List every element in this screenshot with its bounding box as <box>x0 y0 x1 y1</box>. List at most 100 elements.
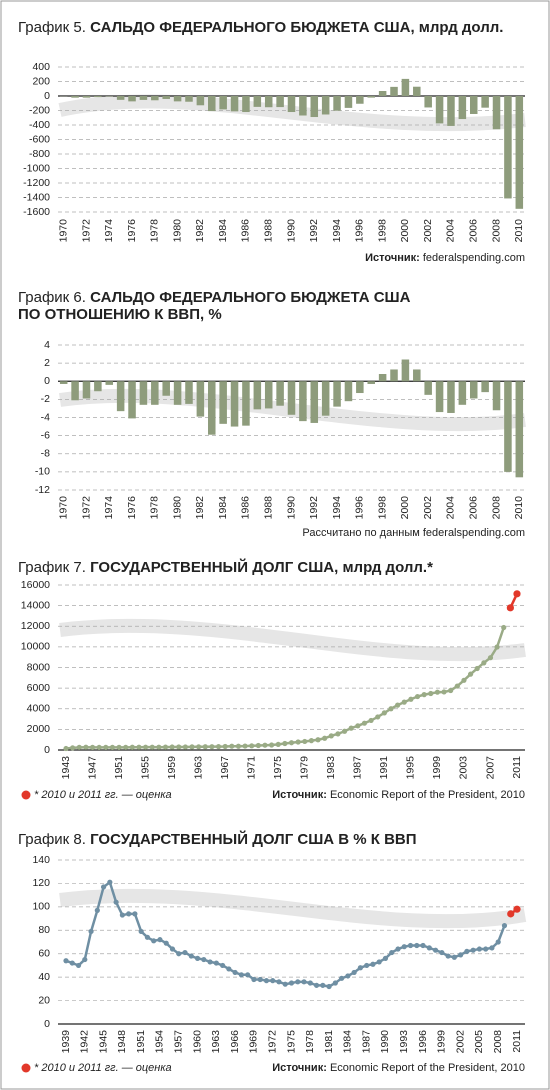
x-tick-label: 1966 <box>229 1030 241 1054</box>
bar <box>128 96 136 102</box>
data-point <box>162 744 169 750</box>
x-tick-label: 2000 <box>399 496 411 520</box>
x-tick-label: 1978 <box>149 496 161 520</box>
source: Рассчитано по данным federalspending.com <box>302 527 525 539</box>
x-tick-label: 2002 <box>422 219 434 243</box>
y-tick-label: -1000 <box>23 162 50 174</box>
bar <box>230 381 239 427</box>
y-tick-label: 4 <box>44 339 50 351</box>
bar <box>82 96 91 98</box>
source-label: Источник: <box>272 1062 327 1074</box>
x-tick-label: 2004 <box>445 219 457 243</box>
x-tick-label: 1971 <box>245 756 257 780</box>
data-point <box>182 949 188 956</box>
title-text: ГОСУДАРСТВЕННЫЙ ДОЛГ США, млрд долл.* <box>90 558 433 576</box>
data-point <box>513 590 521 598</box>
y-tick-label: 0 <box>44 744 50 756</box>
data-point <box>263 978 270 984</box>
x-tick-label: 1939 <box>60 1030 72 1054</box>
data-point <box>432 947 439 953</box>
x-tick-label: 1975 <box>272 756 284 780</box>
data-point <box>448 687 454 694</box>
data-point <box>232 969 238 976</box>
data-point <box>421 692 427 698</box>
bar <box>344 381 353 402</box>
data-point <box>156 744 162 750</box>
bar <box>185 381 193 404</box>
source: Источник: federalspending.com <box>365 252 525 264</box>
data-point <box>401 944 407 950</box>
data-point <box>207 959 213 965</box>
x-tick-label: 1990 <box>285 496 297 520</box>
bar <box>401 359 410 382</box>
x-tick-label: 1990 <box>285 219 297 243</box>
x-tick-label: 1967 <box>219 756 231 780</box>
data-point <box>414 942 420 949</box>
data-point <box>376 959 382 965</box>
bar <box>230 96 239 112</box>
data-point <box>196 744 202 750</box>
x-tick-label: 1982 <box>194 219 206 243</box>
x-tick-label: 1994 <box>331 219 343 243</box>
data-point <box>238 972 244 978</box>
x-tick-label: 2010 <box>513 496 525 520</box>
bar <box>185 96 193 102</box>
bar <box>390 86 398 96</box>
y-tick-label: -8 <box>41 448 50 460</box>
data-point <box>375 714 381 720</box>
bar <box>492 96 501 130</box>
data-point <box>270 978 276 984</box>
data-point <box>194 955 201 962</box>
data-point <box>182 744 188 750</box>
data-point <box>282 981 288 987</box>
data-point <box>426 945 432 951</box>
x-tick-label: 1996 <box>354 219 366 243</box>
data-point <box>255 742 261 749</box>
data-point <box>395 946 401 952</box>
y-tick-label: -1200 <box>23 177 50 189</box>
bar <box>310 381 319 423</box>
y-tick-label: -1600 <box>23 206 50 218</box>
data-point <box>335 731 341 737</box>
bar <box>435 381 444 413</box>
bar <box>82 381 91 399</box>
data-point <box>157 937 163 943</box>
data-point <box>326 983 332 990</box>
data-point <box>201 956 207 963</box>
y-tick-label: -4 <box>41 411 50 423</box>
data-point <box>513 905 521 913</box>
bar <box>333 96 341 111</box>
data-point <box>63 745 69 752</box>
data-point <box>302 738 308 745</box>
data-point <box>151 938 157 944</box>
data-point <box>119 912 125 918</box>
x-tick-label: 1984 <box>342 1030 354 1054</box>
bar <box>481 96 489 108</box>
x-tick-label: 1984 <box>217 219 229 243</box>
title-number: График 6. <box>18 289 86 306</box>
bar <box>276 381 284 406</box>
bar <box>287 381 296 415</box>
source: Источник: Economic Report of the Preside… <box>272 1062 525 1074</box>
data-point <box>96 744 102 751</box>
y-tick-label: 0 <box>44 375 50 387</box>
data-point <box>476 946 483 952</box>
data-point <box>269 742 275 748</box>
y-tick-label: -800 <box>29 148 50 160</box>
bar <box>424 381 432 395</box>
bar <box>94 96 102 98</box>
data-point <box>136 744 142 750</box>
x-tick-label: 1970 <box>57 219 69 243</box>
legend-label: * 2010 и 2011 гг. — оценка <box>34 1062 172 1074</box>
data-point <box>245 972 251 978</box>
bar <box>469 381 478 399</box>
swoosh <box>59 888 527 929</box>
x-tick-label: 2004 <box>445 496 457 520</box>
data-point <box>138 928 144 935</box>
x-tick-label: 1988 <box>263 219 275 243</box>
bar <box>469 96 478 114</box>
chart-title: График 5. САЛЬДО ФЕДЕРАЛЬНОГО БЮДЖЕТА СШ… <box>18 19 503 36</box>
x-tick-label: 2007 <box>484 756 496 780</box>
y-tick-label: 8000 <box>27 661 51 673</box>
